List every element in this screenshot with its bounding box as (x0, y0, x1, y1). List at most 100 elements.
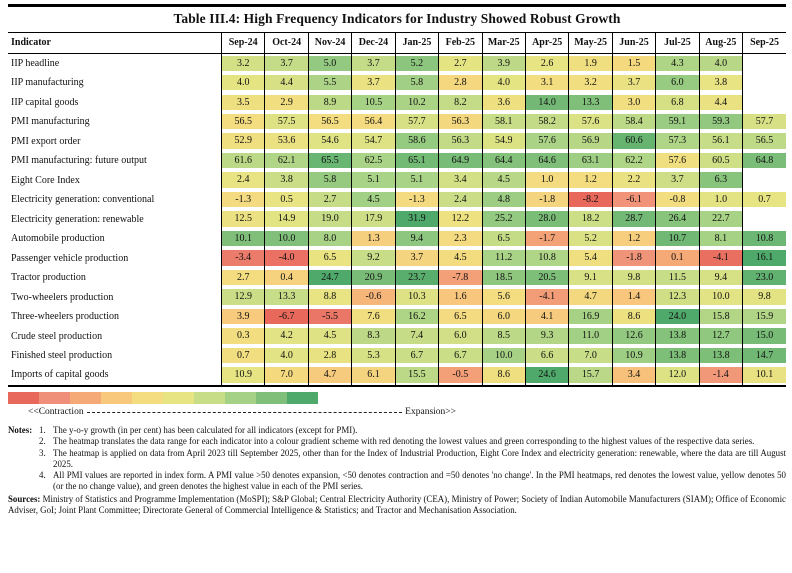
heatmap-cell: 5.1 (351, 170, 396, 190)
indicator-label: Eight Core Index (11, 174, 80, 186)
column-header-month: Sep-25 (742, 31, 786, 54)
heatmap-cell: 4.0 (698, 53, 743, 73)
heatmap-cell: 10.9 (611, 345, 656, 366)
heatmap-cell: 18.5 (481, 267, 526, 288)
heatmap-cell (742, 209, 786, 229)
table-row: PMI export order 52.9 53.6 54.6 54.7 58.6 56.3… (8, 131, 786, 151)
heatmap-cell: 4.7 (307, 365, 352, 385)
column-header-month: Jan-25 (394, 31, 439, 54)
heatmap-cell: 10.1 (220, 228, 265, 249)
heatmap-cell: -0.6 (351, 287, 396, 307)
legend-dash-line (86, 411, 403, 413)
heatmap-cell: 6.0 (655, 72, 700, 93)
heatmap-cell: 10.8 (742, 228, 786, 249)
heatmap-cell: -1.4 (698, 365, 743, 385)
column-header-month: Mar-25 (481, 31, 526, 54)
heatmap-cell: 10.0 (481, 345, 526, 366)
heatmap-cell: 1.5 (611, 53, 656, 73)
heatmap-cell: 2.7 (307, 189, 352, 210)
heatmap-cell: 25.2 (481, 209, 526, 229)
heatmap-cell: 5.4 (568, 248, 613, 268)
heatmap-cell: 0.1 (655, 248, 700, 268)
heatmap-cell: 3.7 (655, 170, 700, 190)
heatmap-cell: 54.7 (351, 131, 396, 151)
heatmap-cell: 3.2 (220, 53, 265, 73)
column-header-month: Dec-24 (351, 31, 396, 54)
heatmap-cell: -5.5 (307, 306, 352, 327)
heatmap-cell: -6.7 (264, 306, 309, 327)
heatmap-cell: 4.4 (264, 72, 309, 93)
heatmap-cell: 2.8 (438, 72, 483, 93)
heatmap-cell: 10.7 (655, 228, 700, 249)
heatmap-cell: 13.3 (264, 287, 309, 307)
heatmap-cell: -1.8 (524, 189, 569, 210)
indicator-label: PMI manufacturing: future output (11, 155, 147, 167)
heatmap-cell: 1.6 (438, 287, 483, 307)
heatmap-cell: 15.9 (742, 306, 786, 327)
heatmap-cell: 12.3 (655, 287, 700, 307)
heatmap-cell: 15.7 (568, 365, 613, 385)
legend-color-segment (256, 391, 287, 404)
heatmap-cell: 0.5 (264, 189, 309, 210)
legend-color-segment (132, 391, 163, 404)
indicator-label: IIP capital goods (11, 96, 79, 108)
heatmap-cell: 3.7 (611, 72, 656, 93)
heatmap-cell: 3.9 (481, 53, 526, 73)
heatmap-cell: 54.9 (481, 131, 526, 151)
heatmap-cell: 3.0 (611, 92, 656, 112)
heatmap-cell: 9.3 (524, 326, 569, 346)
legend-color-segment (70, 391, 101, 404)
heatmap-cell: 57.5 (264, 111, 309, 132)
heatmap-cell: 12.6 (611, 326, 656, 346)
heatmap-cell: 60.5 (698, 150, 743, 171)
heatmap-cell: 2.6 (524, 53, 569, 73)
indicator-label: Imports of capital goods (11, 369, 109, 381)
sources-text: Ministry of Statistics and Programme Imp… (8, 493, 786, 515)
heatmap-cell: 7.0 (568, 345, 613, 366)
heatmap-cell: 31.9 (394, 209, 439, 229)
heatmap-cell: 3.7 (394, 248, 439, 268)
note-text: The heatmap is applied on data from Apri… (53, 447, 786, 469)
heatmap-cell: 65.1 (394, 150, 439, 171)
heatmap-cell: 57.6 (524, 131, 569, 151)
column-header-month: May-25 (568, 31, 613, 54)
indicator-label: PMI export order (11, 135, 81, 147)
heatmap-cell: 22.7 (698, 209, 743, 229)
heatmap-cell: 5.0 (307, 53, 352, 73)
heatmap-cell: 3.6 (481, 92, 526, 112)
heatmap-cell: 23.0 (742, 267, 786, 288)
heatmap-cell: 1.2 (568, 170, 613, 190)
heatmap-cell: 6.0 (481, 306, 526, 327)
heatmap-cell: 11.2 (481, 248, 526, 268)
column-header-indicator: Indicator (8, 31, 222, 54)
heatmap-cell: 0.3 (220, 326, 265, 346)
heatmap-cell: 5.2 (394, 53, 439, 73)
heatmap-cell: 14.9 (264, 209, 309, 229)
heatmap-cell: 19.0 (307, 209, 352, 229)
notes-label (8, 470, 39, 493)
table-row: IIP capital goods 3.5 2.9 8.9 10.5 10.2 8.2 3.6… (8, 92, 786, 112)
heatmap-cell: 10.0 (698, 287, 743, 307)
heatmap-cell: 16.1 (742, 248, 786, 268)
heatmap-cell: 13.3 (568, 92, 613, 112)
table-title: Table III.4: High Frequency Indicators f… (173, 10, 621, 26)
heatmap-cell: 4.0 (220, 72, 265, 93)
heatmap-cell: 24.0 (655, 306, 700, 327)
note-number: 2. (39, 436, 46, 447)
heatmap-cell: 8.5 (481, 326, 526, 346)
heatmap-cell: -4.1 (698, 248, 743, 268)
heatmap-cell: 1.9 (568, 53, 613, 73)
column-header-month: Jul-25 (655, 31, 700, 54)
top-rule (8, 4, 786, 7)
table-row: Finished steel production 0.7 4.0 2.8 5.3 6.7… (8, 345, 786, 366)
indicator-label: IIP headline (11, 57, 60, 69)
heatmap-cell (742, 72, 786, 93)
heatmap-cell: 5.6 (481, 287, 526, 307)
heatmap-cell: 57.7 (394, 111, 439, 132)
indicator-label: Two-wheelers production (11, 291, 114, 303)
heatmap-cell: 0.7 (220, 345, 265, 366)
heatmap-cell (742, 170, 786, 190)
heatmap-cell: 54.6 (307, 131, 352, 151)
heatmap-cell: 6.7 (438, 345, 483, 366)
heatmap-cell: -3.4 (220, 248, 265, 268)
